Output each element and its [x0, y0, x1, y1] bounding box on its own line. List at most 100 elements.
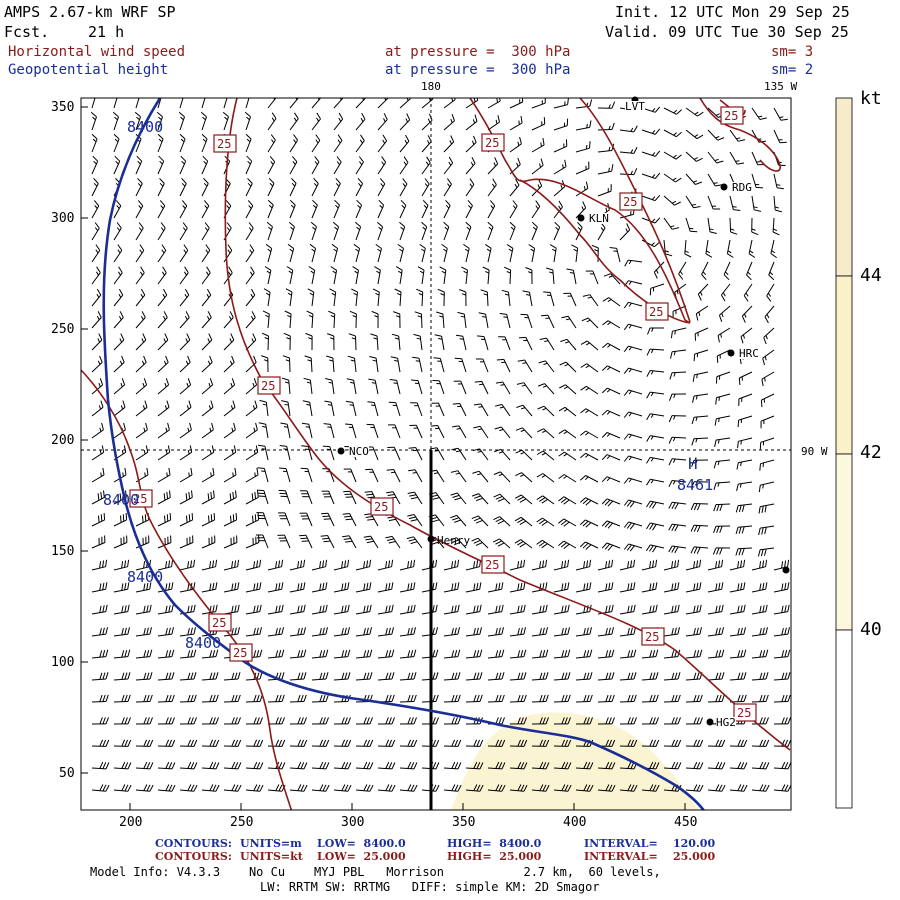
wind-barb: [421, 633, 436, 637]
wind-barb-feather: [344, 560, 347, 568]
wind-barb-feather: [561, 605, 564, 613]
wind-barb-feather: [319, 717, 323, 725]
wind-barb: [179, 250, 189, 263]
wind-barb-feather: [495, 650, 499, 658]
wind-barb-feather: [428, 98, 431, 102]
wind-barb-feather: [674, 605, 677, 613]
wind-barb-feather: [762, 717, 766, 725]
wind-barb: [157, 519, 171, 527]
wind-barb-feather: [628, 412, 632, 417]
wind-barb-feather: [564, 605, 567, 613]
wind-barb: [760, 547, 775, 551]
wind-barb: [310, 357, 313, 373]
wind-barb-feather: [212, 762, 217, 769]
wind-barb-feather: [337, 134, 343, 141]
wind-barb-feather: [171, 559, 174, 567]
wind-barb: [201, 160, 209, 175]
wind-barb-feather: [94, 227, 99, 231]
wind-barb-feather: [312, 199, 318, 206]
wind-barb-feather: [215, 672, 219, 680]
wind-barb: [685, 633, 700, 637]
wind-barb: [770, 239, 775, 254]
wind-barb-feather: [721, 313, 724, 318]
wind-barb-feather: [563, 543, 570, 549]
wind-barb-feather: [558, 200, 563, 208]
wind-barb: [487, 184, 497, 197]
wind-barb-feather: [121, 717, 125, 725]
wind-barb-feather: [765, 627, 768, 635]
wind-barb-feather: [167, 422, 170, 430]
wind-barb-feather: [237, 559, 240, 567]
wind-barb: [414, 491, 423, 505]
wind-barb-feather: [180, 155, 187, 162]
speed-contour-label: 25: [374, 500, 389, 514]
wind-barb-feather: [149, 717, 153, 725]
wind-barb-feather: [409, 494, 417, 497]
wind-barb-feather: [291, 182, 296, 187]
wind-barb-feather: [285, 381, 290, 384]
wind-barb: [628, 543, 643, 549]
wind-barb-feather: [340, 91, 343, 97]
wind-barb-feather: [143, 427, 146, 432]
wind-barb-feather: [495, 495, 503, 500]
wind-barb-feather: [430, 425, 438, 427]
wind-barb-feather: [410, 739, 415, 747]
wind-barb-feather: [137, 182, 142, 187]
wind-barb-feather: [354, 270, 359, 274]
wind-barb: [201, 678, 217, 681]
wind-barb-feather: [607, 544, 614, 551]
wind-barb: [135, 339, 147, 351]
wind-barb-feather: [630, 649, 634, 658]
wind-barb-feather: [369, 649, 373, 657]
wind-barb-feather: [369, 627, 372, 635]
wind-barb: [391, 536, 401, 549]
wind-barb-feather: [541, 543, 548, 549]
wind-barb-feather: [715, 113, 720, 116]
wind-barb-feather: [303, 739, 308, 747]
wind-barb-feather: [517, 739, 522, 747]
wind-barb: [465, 633, 480, 637]
wind-barb-feather: [180, 95, 183, 97]
wind-barb: [773, 611, 788, 615]
wind-barb-feather: [495, 583, 498, 591]
wind-barb-feather: [165, 717, 169, 725]
wind-barb-feather: [675, 154, 682, 160]
wind-barb-feather: [253, 739, 258, 747]
wind-barb-feather: [584, 476, 589, 480]
wind-barb-feather: [606, 366, 611, 371]
wind-barb-feather: [452, 517, 460, 521]
wind-barb-feather: [303, 694, 307, 702]
wind-barb-feather: [523, 694, 527, 702]
wind-barb-feather: [479, 762, 484, 770]
wind-barb-feather: [473, 694, 477, 702]
wind-barb: [628, 455, 643, 461]
wind-barb-feather: [237, 672, 241, 680]
wind-barb: [201, 205, 210, 219]
wind-barb-feather: [536, 450, 544, 455]
wind-barb: [179, 767, 195, 770]
wind-barb-feather: [105, 672, 109, 680]
wind-barb: [650, 435, 665, 439]
high-value: 8461: [677, 476, 714, 494]
wind-barb-feather: [545, 784, 550, 792]
wind-barb: [284, 534, 291, 549]
wind-barb: [477, 515, 489, 527]
wind-barb-feather: [715, 694, 719, 702]
wind-barb-feather: [521, 384, 526, 387]
wind-barb: [628, 521, 643, 527]
wind-barb: [413, 514, 423, 527]
wind-barb-feather: [654, 172, 661, 179]
wind-barb-feather: [600, 227, 604, 231]
wind-barb-feather: [410, 541, 418, 545]
wind-barb-feather: [695, 438, 698, 443]
wind-barb-feather: [165, 449, 168, 455]
wind-barb: [542, 473, 555, 483]
wind-barb-feather: [454, 627, 457, 635]
wind-barb-feather: [163, 311, 168, 318]
wind-barb: [509, 633, 524, 637]
wind-barb-feather: [784, 627, 787, 635]
wind-barb-feather: [413, 672, 417, 680]
wind-barb-feather: [234, 762, 239, 769]
wind-barb-feather: [716, 504, 720, 512]
